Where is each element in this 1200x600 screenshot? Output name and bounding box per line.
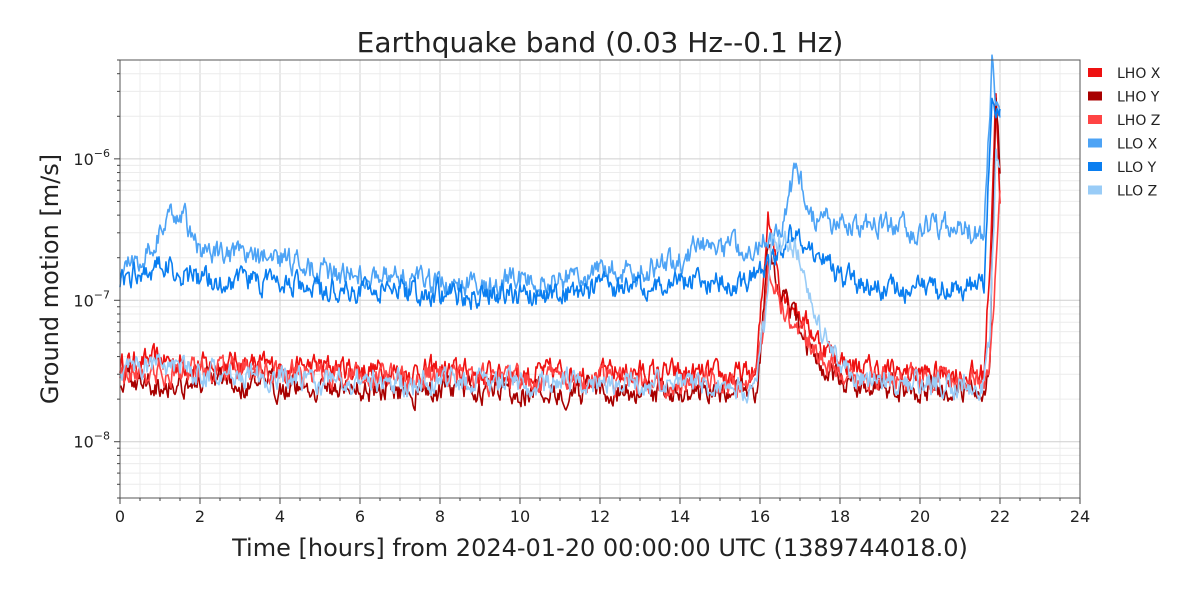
x-tick-label: 14 (670, 507, 690, 526)
legend-label: LLO X (1117, 137, 1158, 153)
y-tick-label: 10−8 (73, 430, 110, 452)
x-tick-label: 0 (115, 507, 125, 526)
legend-swatch (1088, 91, 1102, 101)
chart-title: Earthquake band (0.03 Hz--0.1 Hz) (357, 26, 844, 59)
legend-label: LHO X (1117, 66, 1161, 82)
y-axis: 10−8 10−7 10−6 (73, 59, 120, 499)
x-tick-label: 4 (275, 507, 285, 526)
x-tick-label: 10 (510, 507, 530, 526)
x-tick-label: 16 (750, 507, 770, 526)
x-tick-label: 8 (435, 507, 445, 526)
series-line-llo-x (119, 54, 1001, 298)
legend-swatch (1088, 115, 1102, 124)
y-tick-label: 10−7 (73, 288, 110, 310)
series-line-llo-y (119, 97, 1001, 311)
series-line-lho-x (119, 93, 1001, 390)
y-axis-label: Ground motion [m/s] (36, 154, 64, 404)
legend: LHO X LHO Y LHO Z LLO X LLO Y LLO Z (1088, 66, 1161, 200)
legend-label: LLO Y (1117, 160, 1157, 176)
x-tick-label: 2 (195, 507, 205, 526)
series-line-lho-z (119, 190, 1001, 399)
x-tick-label: 18 (830, 507, 850, 526)
series-line-llo-z (119, 148, 1000, 404)
x-tick-label: 6 (355, 507, 365, 526)
x-tick-label: 22 (990, 507, 1010, 526)
x-tick-label: 20 (910, 507, 930, 526)
series-lines (119, 54, 1001, 412)
legend-swatch (1088, 68, 1102, 77)
grid (119, 59, 1081, 499)
x-tick-label: 24 (1070, 507, 1090, 526)
legend-swatch (1088, 185, 1102, 195)
legend-label: LHO Z (1117, 113, 1160, 129)
legend-swatch (1088, 138, 1102, 148)
legend-label: LHO Y (1117, 90, 1160, 106)
legend-swatch (1088, 162, 1102, 171)
x-tick-label: 12 (590, 507, 610, 526)
y-tick-label: 10−6 (73, 147, 110, 169)
x-axis: 0 2 4 6 8 10 12 14 16 18 20 22 24 (115, 498, 1090, 526)
x-axis-label: Time [hours] from 2024-01-20 00:00:00 UT… (231, 534, 968, 562)
legend-label: LLO Z (1117, 184, 1157, 200)
